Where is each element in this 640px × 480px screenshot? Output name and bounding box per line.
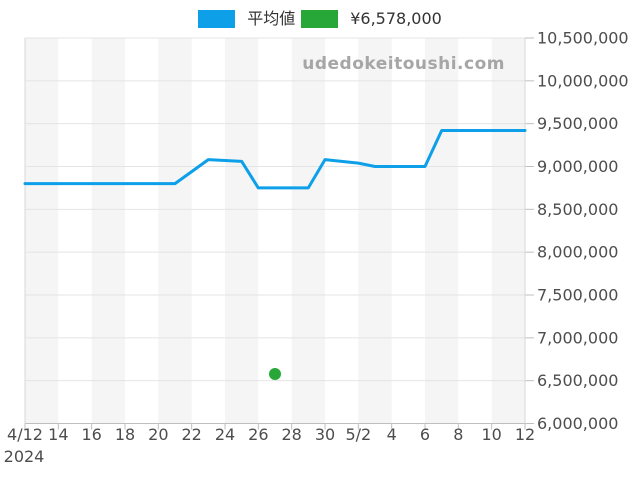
x-axis-label: 16 <box>81 425 101 444</box>
y-axis-label: 8,500,000 <box>537 200 618 219</box>
y-axis-label: 7,000,000 <box>537 328 618 347</box>
y-axis-label: 7,500,000 <box>537 286 618 305</box>
legend-item-price-point[interactable]: ¥6,578,000 <box>301 8 442 30</box>
y-axis-label: 10,500,000 <box>537 29 629 48</box>
legend-label-average: 平均値 <box>247 9 296 28</box>
x-axis-label: 4 <box>387 425 397 444</box>
watermark-text: udedokeitoushi.com <box>302 54 505 74</box>
chart-legend: 平均値 ¥6,578,000 <box>0 8 640 30</box>
plot-band <box>358 38 392 424</box>
x-axis-label: 20 <box>148 425 168 444</box>
x-axis-label: 28 <box>281 425 301 444</box>
plot-band <box>25 38 59 424</box>
plot-band <box>491 38 525 424</box>
plot-band <box>225 38 259 424</box>
y-axis-label: 6,500,000 <box>537 371 618 390</box>
plot-band <box>91 38 125 424</box>
plot-band <box>425 38 459 424</box>
y-axis-label: 6,000,000 <box>537 414 618 433</box>
y-axis-label: 9,000,000 <box>537 157 618 176</box>
legend-item-average[interactable]: 平均値 <box>198 8 295 30</box>
x-axis-label: 24 <box>215 425 235 444</box>
x-axis-label: 18 <box>115 425 135 444</box>
x-axis-label: 4/12 <box>7 425 43 444</box>
x-axis-label: 14 <box>48 425 68 444</box>
x-axis-year-label: 2024 <box>4 447 45 466</box>
legend-swatch-average-blue <box>198 10 236 28</box>
legend-label-price-value: ¥6,578,000 <box>350 9 442 28</box>
x-axis-label: 12 <box>515 425 535 444</box>
plot-band <box>158 38 192 424</box>
plot-band <box>291 38 325 424</box>
x-axis-label: 8 <box>453 425 463 444</box>
x-axis-label: 22 <box>181 425 201 444</box>
legend-swatch-price-green <box>301 10 339 28</box>
x-axis-label: 5/2 <box>345 425 371 444</box>
x-axis-label: 30 <box>315 425 335 444</box>
y-axis-label: 10,000,000 <box>537 71 629 90</box>
y-axis-label: 9,500,000 <box>537 114 618 133</box>
average-price-line <box>23 129 527 190</box>
x-axis-label: 6 <box>420 425 430 444</box>
y-axis-label: 8,000,000 <box>537 243 618 262</box>
price-point-dot <box>269 367 281 380</box>
x-axis-label: 26 <box>248 425 268 444</box>
x-axis-label: 10 <box>481 425 501 444</box>
